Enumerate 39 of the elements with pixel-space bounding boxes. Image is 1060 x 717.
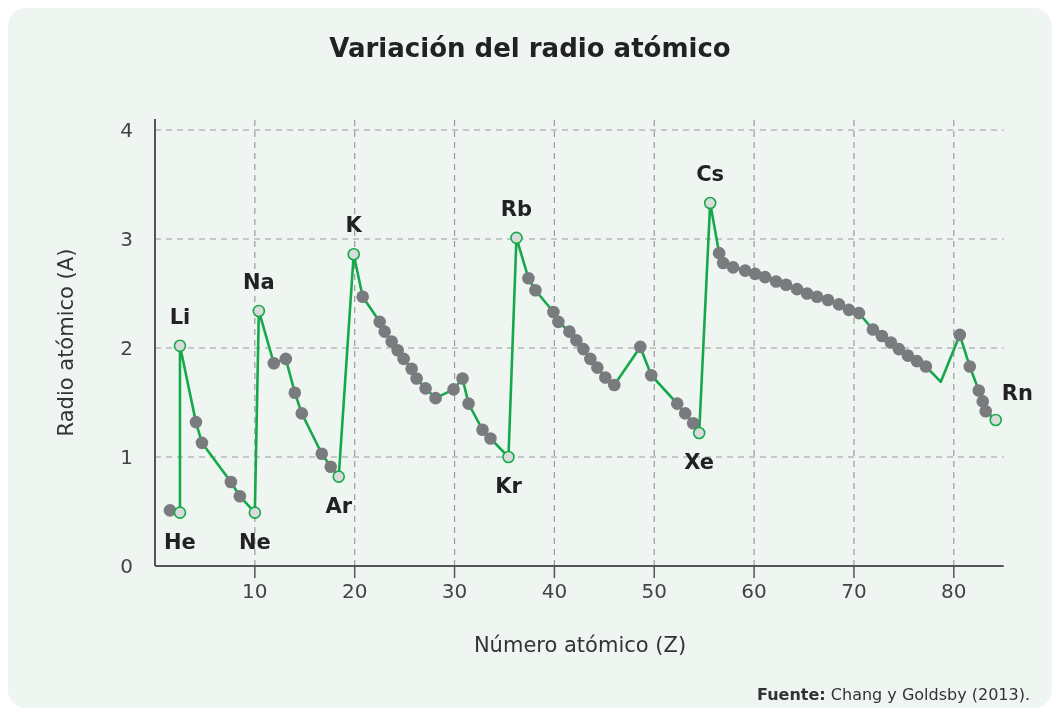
- annotation: Cs: [696, 162, 725, 187]
- x-tick-label: 60: [741, 579, 767, 603]
- x-tick-label: 20: [341, 579, 368, 603]
- annotation: Rn: [1001, 380, 1033, 405]
- annotation: K: [345, 213, 363, 238]
- x-tick-label: 40: [541, 579, 568, 603]
- y-tick-label: 3: [120, 227, 133, 251]
- annotation: Xe: [684, 450, 715, 475]
- annotation: Ne: [238, 529, 271, 554]
- chart-title: Variación del radio atómico: [329, 33, 731, 63]
- point: [248, 506, 262, 519]
- y-tick-label: 1: [120, 445, 133, 469]
- point: [252, 304, 266, 318]
- y-axis-title: Radio atómico (A): [54, 248, 78, 437]
- source-note: Fuente: Chang y Goldsby (2013).: [757, 685, 1030, 704]
- x-tick-label: 70: [841, 579, 867, 603]
- x-tick-label: 30: [441, 579, 468, 603]
- point: [173, 506, 187, 519]
- annotation: Ar: [325, 493, 353, 518]
- x-tick-label: 80: [941, 579, 967, 603]
- x-tick-label: 10: [242, 579, 268, 603]
- point: [502, 450, 515, 464]
- y-tick-label: 4: [120, 118, 133, 142]
- point: [173, 339, 187, 353]
- point: [332, 470, 346, 483]
- point: [510, 231, 523, 245]
- y-tick-label: 0: [120, 554, 133, 578]
- y-tick-label: 2: [120, 336, 133, 360]
- x-tick-label: 50: [641, 579, 667, 603]
- annotation: Li: [169, 304, 191, 329]
- annotation: Rb: [500, 196, 533, 221]
- annotation: He: [164, 529, 196, 554]
- annotation: Na: [242, 269, 275, 294]
- annotation: Kr: [495, 474, 523, 498]
- point: [692, 426, 706, 440]
- x-axis-title: Número atómico (Z): [473, 633, 687, 657]
- point: [989, 413, 1003, 427]
- point: [347, 247, 360, 261]
- point: [703, 196, 717, 210]
